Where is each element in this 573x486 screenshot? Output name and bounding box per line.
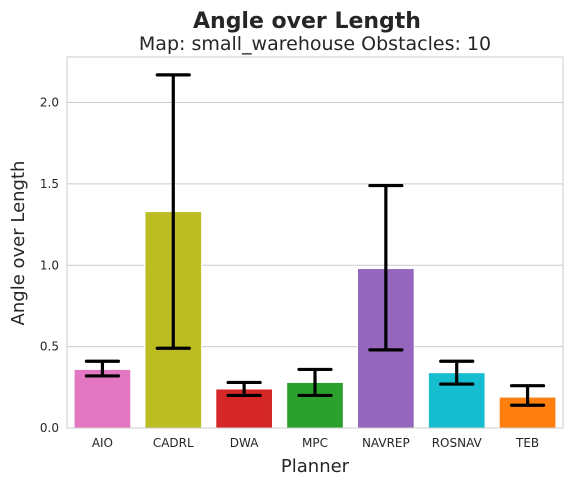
- plot-area: 0.0 0.5 1.0 1.5 2.0 AIO CADRL DWA MPC NAVREP ROSNA…: [40, 56, 564, 450]
- bar-rosnav: [427, 372, 486, 429]
- x-tick-label: AIO: [92, 436, 113, 450]
- x-tick-label: CADRL: [153, 436, 194, 450]
- y-tick-label: 0.0: [40, 421, 59, 435]
- y-tick-label: 2.0: [40, 96, 59, 110]
- x-tick-label: TEB: [515, 436, 539, 450]
- plot-frame: [66, 56, 564, 429]
- y-tick-label: 0.5: [40, 340, 59, 354]
- y-tick-label: 1.0: [40, 258, 59, 272]
- x-tick-label: DWA: [230, 436, 259, 450]
- y-axis-label: Angle over Length: [8, 161, 29, 326]
- x-tick-label: MPC: [302, 436, 328, 450]
- y-tick-label: 1.5: [40, 177, 59, 191]
- chart-title: Angle over Length: [193, 9, 421, 34]
- x-tick-label: ROSNAV: [432, 436, 483, 450]
- x-axis-label: Planner: [281, 456, 350, 477]
- x-tick-label: NAVREP: [362, 436, 410, 450]
- bar-aio: [73, 368, 132, 429]
- chart-subtitle: Map: small_warehouse Obstacles: 10: [139, 33, 491, 55]
